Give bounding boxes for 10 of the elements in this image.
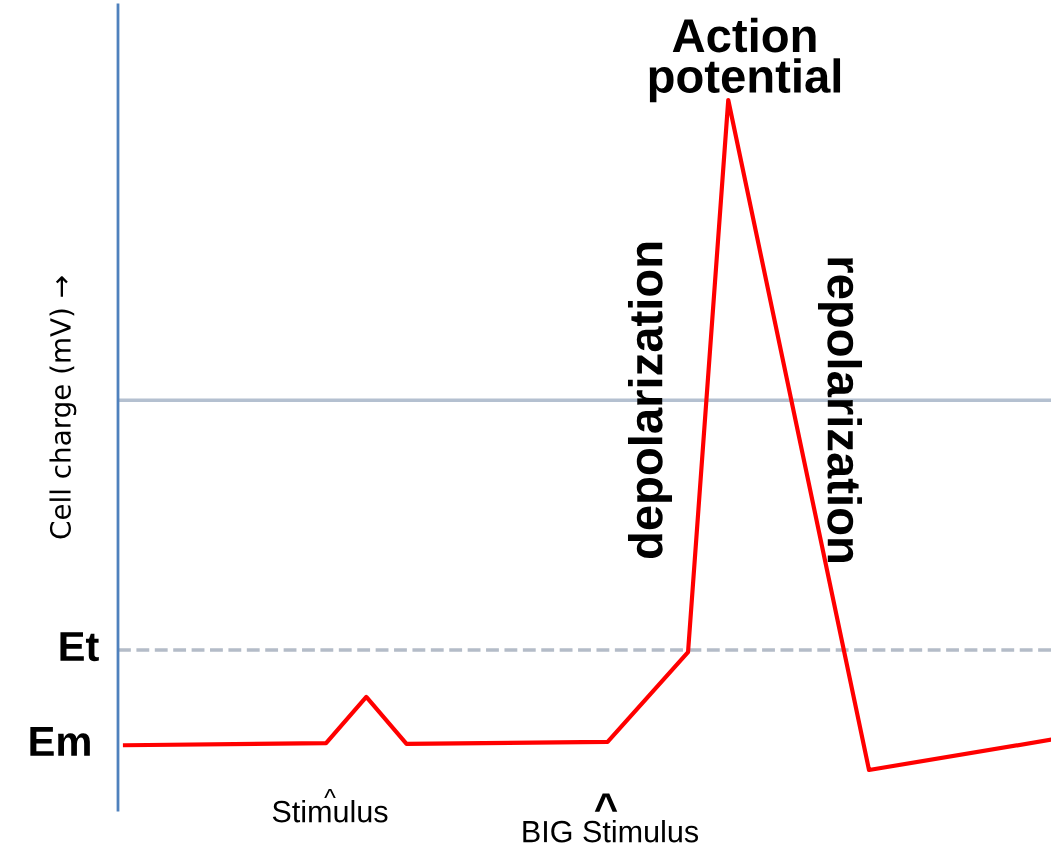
text: ^ [594,793,618,812]
annotation: Action potential [649,17,841,103]
y-axis-title: Cell charge (mV) → [49,276,77,539]
ref-line-label: Et [60,632,99,662]
text: Stimulus [272,800,388,823]
text: ^ [324,788,336,798]
text: Em [30,727,90,756]
annotation: repolarization [817,258,863,562]
annotation: depolarization [627,242,673,559]
text: BIG Stimulus [523,820,699,843]
